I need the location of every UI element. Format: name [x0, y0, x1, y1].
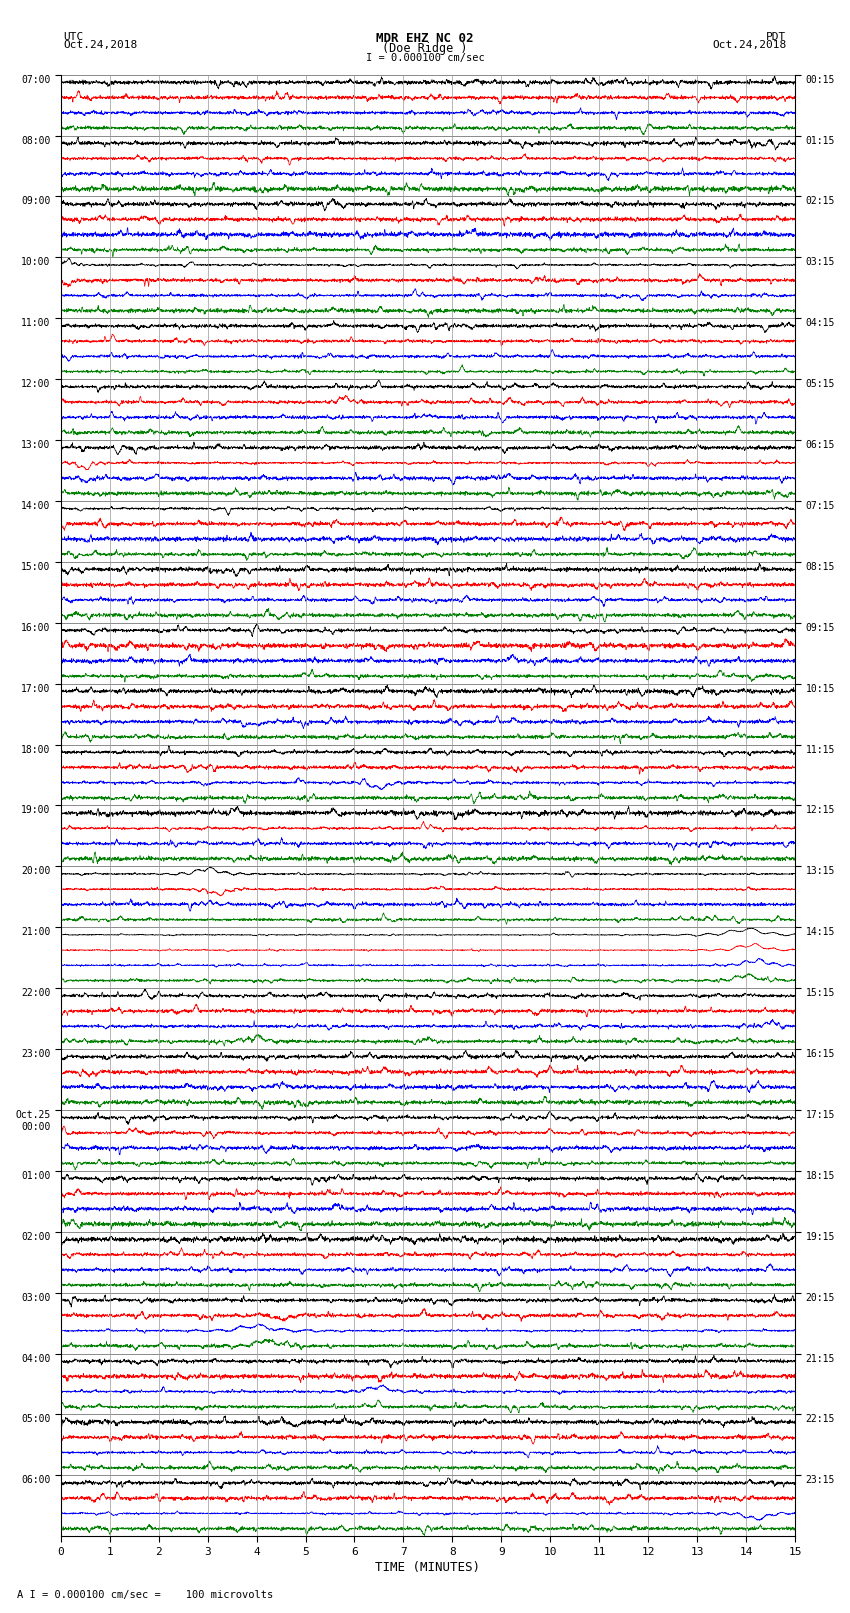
Text: PDT: PDT [766, 32, 786, 42]
Text: I = 0.000100 cm/sec: I = 0.000100 cm/sec [366, 53, 484, 63]
Text: UTC: UTC [64, 32, 84, 42]
Text: Oct.24,2018: Oct.24,2018 [712, 40, 786, 50]
Text: Oct.24,2018: Oct.24,2018 [64, 40, 138, 50]
Text: A I = 0.000100 cm/sec =    100 microvolts: A I = 0.000100 cm/sec = 100 microvolts [17, 1590, 273, 1600]
Text: MDR EHZ NC 02: MDR EHZ NC 02 [377, 32, 473, 45]
Text: (Doe Ridge ): (Doe Ridge ) [382, 42, 468, 55]
X-axis label: TIME (MINUTES): TIME (MINUTES) [376, 1561, 480, 1574]
